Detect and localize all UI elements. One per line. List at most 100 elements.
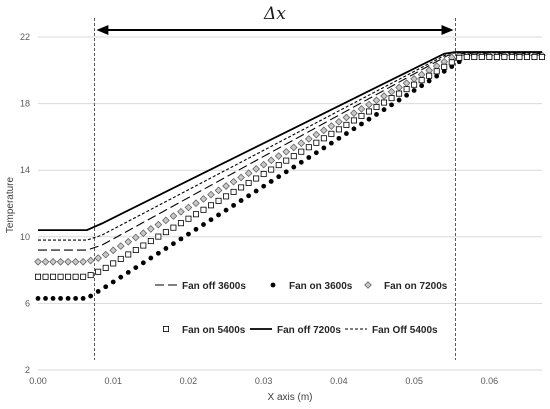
data-point <box>381 107 387 113</box>
data-point <box>132 246 139 253</box>
data-point <box>359 121 364 127</box>
data-point <box>230 188 237 195</box>
data-point <box>381 99 388 106</box>
data-point <box>402 79 411 87</box>
data-point <box>388 95 395 102</box>
data-point <box>199 195 208 203</box>
y-tick-label: 2 <box>25 365 30 375</box>
data-point <box>448 59 455 66</box>
data-point <box>109 246 118 255</box>
x-tick-label: 0.06 <box>481 376 499 386</box>
data-point <box>478 53 485 60</box>
data-point <box>358 112 365 119</box>
data-point <box>253 188 259 194</box>
legend-item: Fan Off 5400s <box>345 325 438 336</box>
data-point <box>523 53 530 60</box>
data-point <box>387 87 396 96</box>
data-point <box>274 152 283 160</box>
data-point <box>320 135 327 142</box>
data-point <box>441 68 447 74</box>
data-point <box>275 162 282 169</box>
data-point <box>328 140 334 146</box>
data-point <box>441 63 448 70</box>
delta-x-annotation: Δx <box>96 4 454 35</box>
data-point <box>320 126 328 135</box>
data-point <box>155 250 161 256</box>
series-0 <box>38 53 542 251</box>
legend-label: Fan Off 5400s <box>372 325 438 336</box>
data-point <box>186 231 191 237</box>
data-point <box>246 193 252 199</box>
data-point <box>351 126 357 132</box>
data-point <box>86 256 95 265</box>
series-4 <box>38 51 542 231</box>
data-point <box>185 215 192 222</box>
data-point <box>305 135 313 143</box>
data-point <box>170 224 177 231</box>
data-point <box>283 169 289 175</box>
legend-item: Fan on 5400s <box>162 325 246 336</box>
data-point <box>64 257 72 266</box>
data-point <box>178 236 184 242</box>
data-point <box>350 117 357 124</box>
data-point <box>411 81 418 88</box>
data-point <box>155 233 162 240</box>
data-point <box>493 53 500 60</box>
data-point <box>101 250 110 259</box>
data-point <box>350 109 358 117</box>
data-point <box>486 53 493 60</box>
data-point <box>516 53 523 60</box>
series-line <box>38 51 542 231</box>
data-point <box>343 121 350 128</box>
data-point <box>80 296 86 301</box>
data-point <box>133 265 139 271</box>
data-point <box>125 269 131 275</box>
legend-swatch <box>364 281 372 289</box>
data-point <box>79 257 87 266</box>
data-point <box>118 274 124 280</box>
data-point <box>312 130 321 139</box>
legend-label: Fan on 7200s <box>384 281 448 292</box>
data-point <box>110 260 117 267</box>
x-tick-label: 0.00 <box>29 376 47 386</box>
data-point <box>231 202 236 208</box>
data-point <box>95 268 102 275</box>
data-point <box>403 86 410 93</box>
data-point <box>313 139 320 146</box>
data-point <box>252 165 260 173</box>
data-point <box>321 145 327 151</box>
series-2 <box>34 51 546 266</box>
data-point <box>169 212 178 220</box>
data-point <box>73 296 79 301</box>
data-point <box>154 220 163 229</box>
data-point <box>268 166 275 173</box>
data-point <box>267 156 275 165</box>
data-point <box>140 260 146 266</box>
legend-swatch <box>162 325 169 332</box>
delta-x-boundary-lines <box>94 18 456 360</box>
x-tick-label: 0.03 <box>255 376 273 386</box>
data-point <box>373 104 380 111</box>
data-point <box>374 112 379 117</box>
data-point <box>238 198 244 203</box>
data-point <box>131 233 140 242</box>
data-point <box>117 255 124 262</box>
data-point <box>223 193 230 200</box>
data-point <box>396 97 402 103</box>
data-point <box>238 184 245 191</box>
series-3 <box>35 53 546 280</box>
data-point <box>372 96 381 105</box>
data-point <box>425 66 433 75</box>
data-point <box>110 279 116 285</box>
data-point <box>434 73 440 79</box>
data-point <box>298 159 304 165</box>
x-axis-label: X axis (m) <box>268 392 313 403</box>
data-point <box>463 53 470 60</box>
data-point <box>184 203 193 212</box>
data-point <box>365 108 372 115</box>
data-point <box>162 229 169 236</box>
data-point <box>282 147 291 156</box>
data-point <box>216 212 221 218</box>
data-point <box>380 92 388 100</box>
